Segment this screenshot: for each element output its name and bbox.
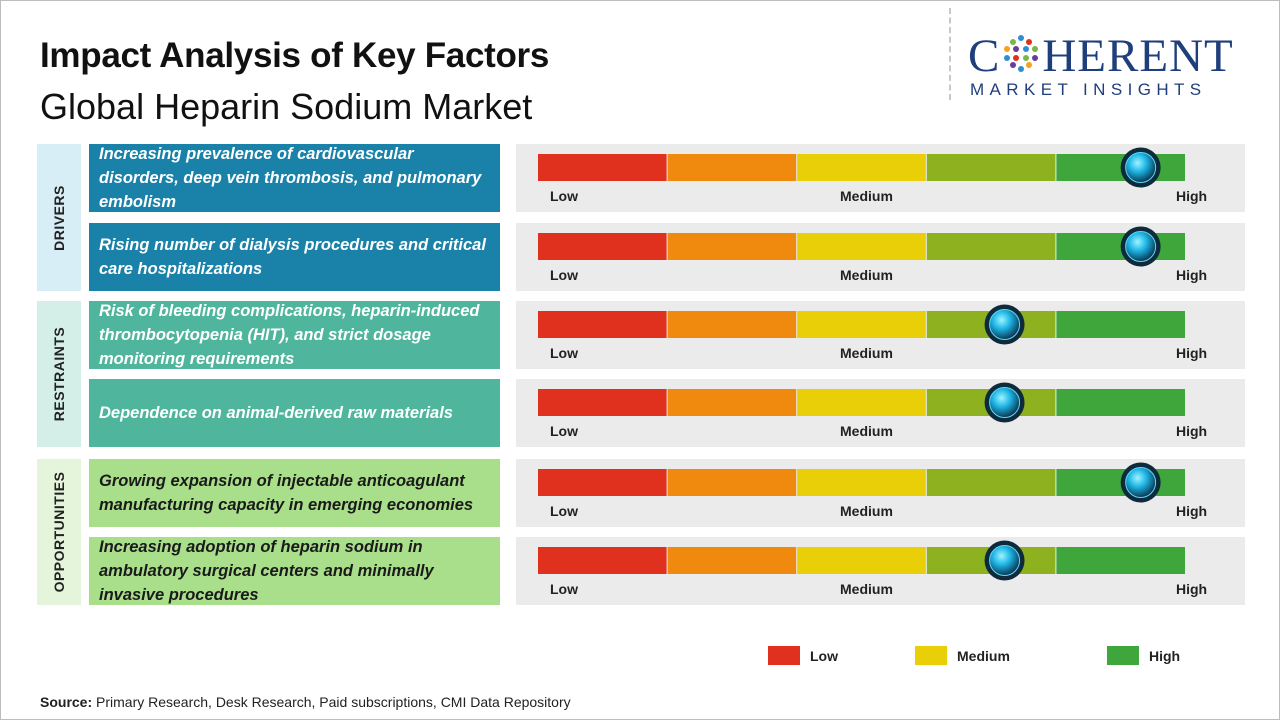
meter-segment — [926, 233, 1056, 260]
meter-svg: Low Medium High — [538, 462, 1207, 519]
scale-label-medium: Medium — [840, 188, 893, 204]
source-label: Source: — [40, 694, 93, 710]
impact-marker — [989, 545, 1021, 576]
meter-segment — [1056, 389, 1185, 416]
factor-text: Risk of bleeding complications, heparin-… — [99, 302, 480, 368]
meter-segment — [797, 233, 926, 260]
meter-segment — [926, 154, 1056, 181]
meter-svg: Low Medium High — [538, 540, 1207, 597]
scale-label-high: High — [1176, 188, 1207, 204]
meter-segment — [538, 311, 667, 338]
meter-segment — [797, 469, 926, 496]
factor-box: Increasing adoption of heparin sodium in… — [89, 537, 500, 605]
legend-swatch — [1107, 646, 1139, 665]
logo-tagline: MARKET INSIGHTS — [970, 80, 1207, 99]
logo-wordmark: C HERENT — [968, 32, 1234, 82]
meter-svg: Low Medium High — [538, 226, 1207, 283]
scale-label-medium: Medium — [840, 345, 893, 361]
scale-label-medium: Medium — [840, 267, 893, 283]
meter-segment — [667, 389, 797, 416]
legend-item-high: High — [1107, 646, 1180, 665]
scale-label-medium: Medium — [840, 581, 893, 597]
factor-box: Risk of bleeding complications, heparin-… — [89, 301, 500, 369]
scale-label-high: High — [1176, 423, 1207, 439]
meter-segment — [797, 154, 926, 181]
factor-box: Dependence on animal-derived raw materia… — [89, 379, 500, 447]
factor-box: Increasing prevalence of cardiovascular … — [89, 144, 500, 212]
meter-segment — [797, 311, 926, 338]
logo-divider — [949, 8, 951, 100]
impact-meter: Low Medium High — [516, 301, 1245, 369]
legend-label: High — [1149, 647, 1181, 664]
scale-label-low: Low — [550, 188, 578, 204]
meter-segment — [667, 547, 797, 574]
scale-label-medium: Medium — [840, 423, 893, 439]
meter-segment — [926, 469, 1056, 496]
factor-text: Growing expansion of injectable anticoag… — [99, 472, 474, 514]
scale-label-low: Low — [550, 503, 578, 519]
meter-segment — [538, 547, 667, 574]
legend-label: Low — [810, 647, 838, 664]
factor-text: Dependence on animal-derived raw materia… — [99, 404, 453, 422]
impact-marker — [989, 309, 1021, 340]
category-label: RESTRAINTS — [51, 326, 67, 422]
meter-segment — [1056, 311, 1185, 338]
scale-label-high: High — [1176, 267, 1207, 283]
legend-item-low: Low — [768, 646, 838, 665]
meter-segment — [538, 154, 667, 181]
logo-letter-c: C — [968, 30, 1001, 82]
meter-segment — [667, 311, 797, 338]
meter-svg: Low Medium High — [538, 304, 1207, 361]
impact-meter: Low Medium High — [516, 537, 1245, 605]
meter-segment — [538, 233, 667, 260]
impact-meter: Low Medium High — [516, 144, 1245, 212]
meter-segment — [667, 469, 797, 496]
meter-segment — [538, 469, 667, 496]
legend-item-medium: Medium — [915, 646, 1010, 665]
impact-meter: Low Medium High — [516, 223, 1245, 291]
scale-label-high: High — [1176, 581, 1207, 597]
meter-segment — [667, 233, 797, 260]
scale-label-low: Low — [550, 423, 578, 439]
source-note: Source: Primary Research, Desk Research,… — [40, 694, 571, 710]
scale-label-medium: Medium — [840, 503, 893, 519]
category-restraints: RESTRAINTS — [37, 301, 81, 447]
scale-label-high: High — [1176, 345, 1207, 361]
factor-box: Growing expansion of injectable anticoag… — [89, 459, 500, 527]
page-subtitle: Global Heparin Sodium Market — [40, 86, 533, 127]
category-drivers: DRIVERS — [37, 144, 81, 291]
meter-segment — [538, 389, 667, 416]
scale-label-high: High — [1176, 503, 1207, 519]
scale-label-low: Low — [550, 581, 578, 597]
factor-text: Rising number of dialysis procedures and… — [99, 236, 486, 278]
factor-text: Increasing prevalence of cardiovascular … — [99, 145, 482, 211]
meter-svg: Low Medium High — [538, 147, 1207, 204]
scale-label-low: Low — [550, 267, 578, 283]
page-title: Impact Analysis of Key Factors — [40, 36, 550, 75]
category-opportunities: OPPORTUNITIES — [37, 459, 81, 605]
impact-meter: Low Medium High — [516, 459, 1245, 527]
source-text: Primary Research, Desk Research, Paid su… — [96, 694, 571, 710]
category-label: DRIVERS — [51, 184, 67, 251]
impact-marker — [1125, 231, 1157, 262]
factor-text: Increasing adoption of heparin sodium in… — [99, 538, 434, 604]
impact-marker — [1125, 467, 1157, 498]
scale-label-low: Low — [550, 345, 578, 361]
meter-segment — [797, 389, 926, 416]
legend-label: Medium — [957, 647, 1010, 664]
category-label: OPPORTUNITIES — [51, 471, 67, 593]
impact-meter: Low Medium High — [516, 379, 1245, 447]
logo-letters-rest: HERENT — [1042, 30, 1234, 82]
legend-swatch — [768, 646, 800, 665]
logo-dots-icon — [1001, 33, 1041, 82]
meter-svg: Low Medium High — [538, 382, 1207, 439]
impact-marker — [1125, 152, 1157, 183]
factor-box: Rising number of dialysis procedures and… — [89, 223, 500, 291]
impact-marker — [989, 387, 1021, 418]
legend-swatch — [915, 646, 947, 665]
meter-segment — [667, 154, 797, 181]
meter-segment — [797, 547, 926, 574]
meter-segment — [1056, 547, 1185, 574]
